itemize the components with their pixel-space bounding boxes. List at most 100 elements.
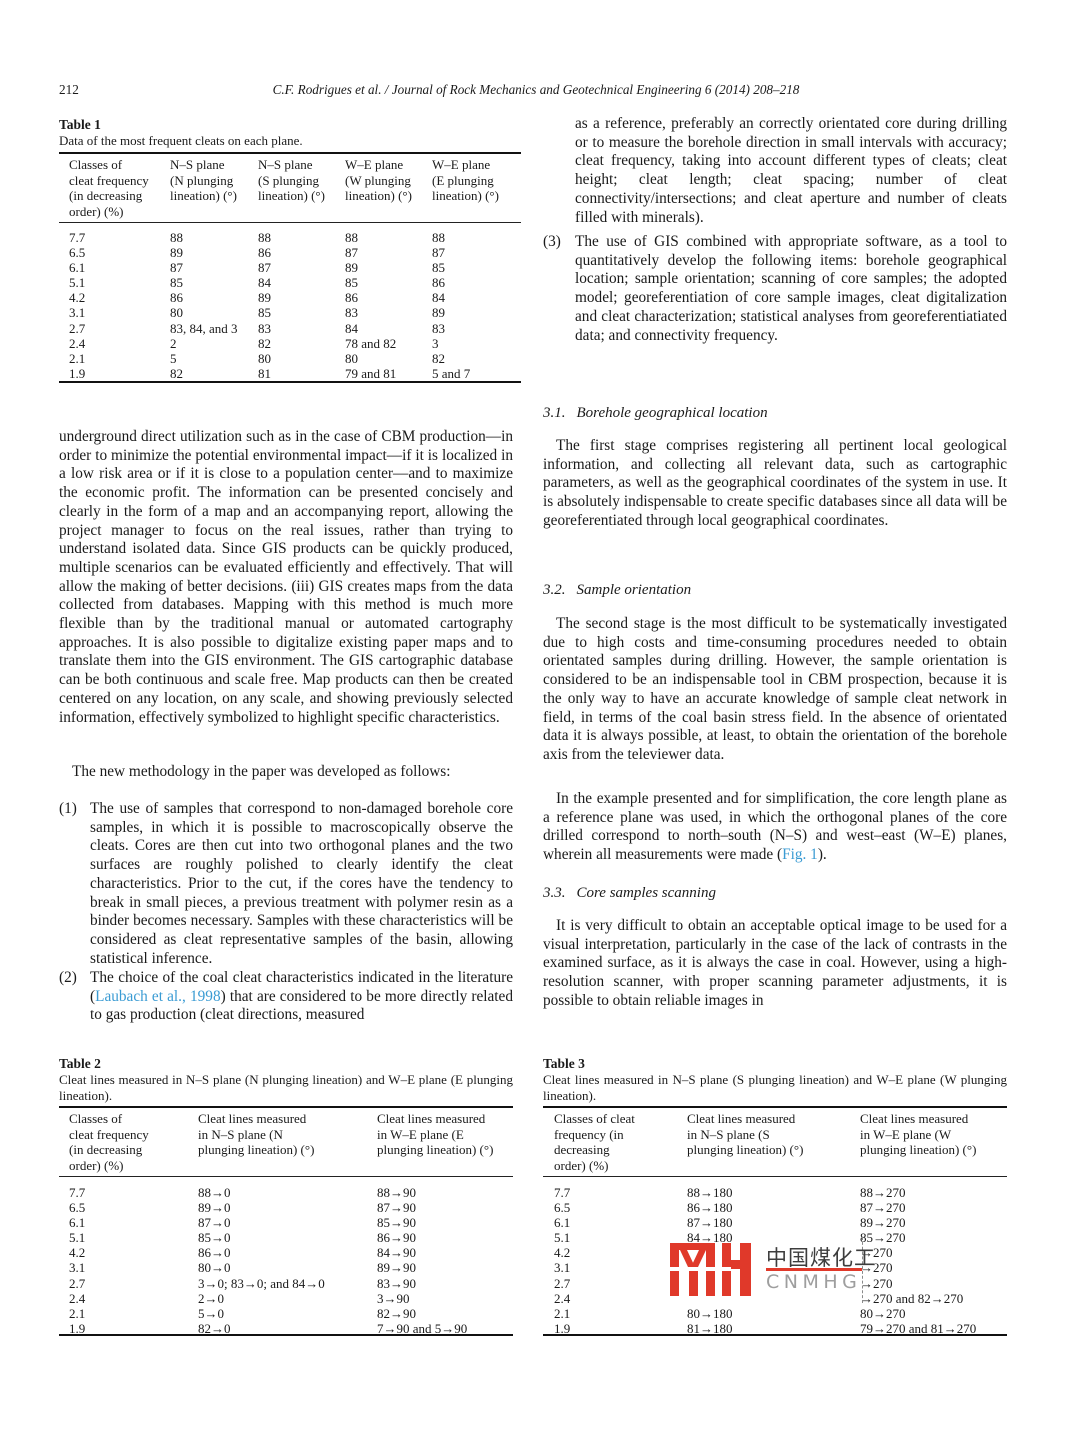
figure-link-fig1[interactable]: Fig. 1 <box>782 846 818 864</box>
section-number: 3.2. <box>543 582 566 598</box>
list-item-marker: (2) <box>59 969 77 986</box>
table-cell: 87→0 <box>198 1215 231 1231</box>
table-cell: 80 <box>258 350 271 366</box>
list-item-3: (3) The use of GIS combined with appropr… <box>543 233 1007 345</box>
table-cell: 82→90 <box>377 1305 416 1321</box>
table-cell: 82 <box>258 335 271 351</box>
list-continuation-text: as a reference, preferably an correctly … <box>575 115 1007 226</box>
list-item-text-after: ) that are considered to be more directl… <box>90 987 513 1024</box>
table-cell: 83 <box>432 320 445 336</box>
table-cell: →270 <box>860 1275 893 1291</box>
body-paragraph: The second stage is the most difficult t… <box>543 615 1007 763</box>
table-cell: 5→0 <box>198 1305 224 1321</box>
table-cell: 89→90 <box>377 1260 416 1276</box>
table-cell: 4.2 <box>69 1245 86 1261</box>
table-cell: 2.4 <box>69 1290 86 1306</box>
page-number: 212 <box>59 82 79 97</box>
table-cell: →270 and 82→270 <box>860 1290 964 1306</box>
table1-header-cell: W–E plane (E plunging lineation) (°) <box>432 157 499 204</box>
table1-label: Table 1 <box>59 117 101 132</box>
table-cell: 80→180 <box>687 1305 733 1321</box>
table-cell: 85 <box>170 275 183 291</box>
list-item-text: The use of GIS combined with appropriate… <box>575 233 1007 344</box>
table-cell: 6.5 <box>554 1200 571 1216</box>
table-cell: 88→270 <box>860 1185 906 1200</box>
body-paragraph: underground direct utilization such as i… <box>59 428 513 726</box>
table-cell: 87→270 <box>860 1200 906 1216</box>
table-cell: →270 <box>860 1245 893 1261</box>
table1-mid-rule <box>59 222 521 223</box>
table2-bottom-rule <box>59 1334 513 1336</box>
table-cell: 86→90 <box>377 1230 416 1246</box>
table-cell: 82 <box>170 365 183 381</box>
table-cell: 6.1 <box>554 1215 571 1231</box>
table-cell: 1.9 <box>554 1320 571 1336</box>
table-cell: 87 <box>170 260 183 276</box>
table-cell: 89 <box>170 245 183 261</box>
section-title: Borehole geographical location <box>576 405 768 421</box>
table3-header-row: Classes of cleat frequency (in decreasin… <box>554 1111 1007 1174</box>
table-cell: 83→90 <box>377 1275 416 1291</box>
running-head: C.F. Rodrigues et al. / Journal of Rock … <box>272 82 800 97</box>
table2-header-cell: Cleat lines measured in N–S plane (N plu… <box>198 1111 315 1158</box>
table-cell: 86 <box>170 290 183 306</box>
table-cell: 87→180 <box>687 1215 733 1231</box>
table-cell: 86 <box>258 245 271 261</box>
table-cell: 85 <box>345 275 358 291</box>
table1-bottom-rule <box>59 381 521 383</box>
table-cell: 3→0; 83→0; and 84→0 <box>198 1275 325 1291</box>
table3-label: Table 3 <box>543 1056 585 1071</box>
table-cell: 83 <box>345 305 358 321</box>
watermark-latin-text: CNMHG <box>766 1271 862 1293</box>
cnmhg-logo-icon <box>670 1243 751 1296</box>
table3-mid-rule <box>543 1176 1007 1177</box>
table-cell: 89 <box>345 260 358 276</box>
table2-header-cell: Classes of cleat frequency (in decreasin… <box>69 1111 149 1174</box>
watermark-underline <box>766 1268 862 1271</box>
table-cell: 87→90 <box>377 1200 416 1216</box>
body-paragraph: In the example presented and for simplif… <box>543 790 1007 865</box>
table3-header-cell: Cleat lines measured in N–S plane (S plu… <box>687 1111 804 1158</box>
list-item-marker: (3) <box>543 233 561 250</box>
table-cell: 1.9 <box>69 365 86 381</box>
table-cell: 2.1 <box>554 1305 571 1321</box>
section-heading-3-2: 3.2. Sample orientation <box>543 582 691 599</box>
list-item-2: (2) The choice of the coal cleat charact… <box>59 969 513 1025</box>
table2-mid-rule <box>59 1176 513 1177</box>
table-cell: 89 <box>432 305 445 321</box>
body-paragraph: It is very difficult to obtain an accept… <box>543 917 1007 1009</box>
table-cell: 85→270 <box>860 1230 906 1246</box>
citation-link-laubach[interactable]: Laubach et al., 1998 <box>95 987 221 1005</box>
table-cell: 89→0 <box>198 1200 231 1216</box>
table-cell: 5 and 7 <box>432 365 471 381</box>
table2-top-rule <box>59 1106 513 1108</box>
section-number: 3.3. <box>543 885 566 901</box>
table-cell: 80 <box>170 305 183 321</box>
table-cell: 5.1 <box>69 275 86 291</box>
table-cell: 7.7 <box>554 1185 571 1200</box>
table2-label: Table 2 <box>59 1056 101 1071</box>
table-cell: 80→270 <box>860 1305 906 1321</box>
table-cell: 87 <box>432 245 445 261</box>
table-cell: 2.4 <box>69 335 86 351</box>
table3-header-cell: Cleat lines measured in W–E plane (W plu… <box>860 1111 977 1158</box>
table-cell: 88→90 <box>377 1185 416 1200</box>
table3-body: 7.7 88→180 88→270 6.5 86→180 87→270 6.1 87→18… <box>554 1185 1007 1336</box>
table-cell: 86→180 <box>687 1200 733 1216</box>
table-cell: 3.1 <box>554 1260 571 1276</box>
table1-caption: Data of the most frequent cleats on each… <box>59 133 303 148</box>
table-cell: 88 <box>170 230 183 245</box>
list-item-text: The use of samples that correspond to no… <box>90 800 513 967</box>
paragraph-text-after: ). <box>817 846 827 864</box>
table1-top-rule <box>59 152 521 154</box>
table-cell: 88 <box>345 230 358 245</box>
table-cell: 86 <box>432 275 445 291</box>
table-cell: 83, 84, and 3 <box>170 320 238 336</box>
table-cell: 2→0 <box>198 1290 224 1306</box>
section-heading-3-3: 3.3. Core samples scanning <box>543 885 716 902</box>
section-title: Sample orientation <box>576 582 692 598</box>
table-cell: 88→0 <box>198 1185 231 1200</box>
section-number: 3.1. <box>543 405 566 421</box>
table-cell: 88→180 <box>687 1185 733 1200</box>
table-cell: 79→270 and 81→270 <box>860 1320 977 1336</box>
